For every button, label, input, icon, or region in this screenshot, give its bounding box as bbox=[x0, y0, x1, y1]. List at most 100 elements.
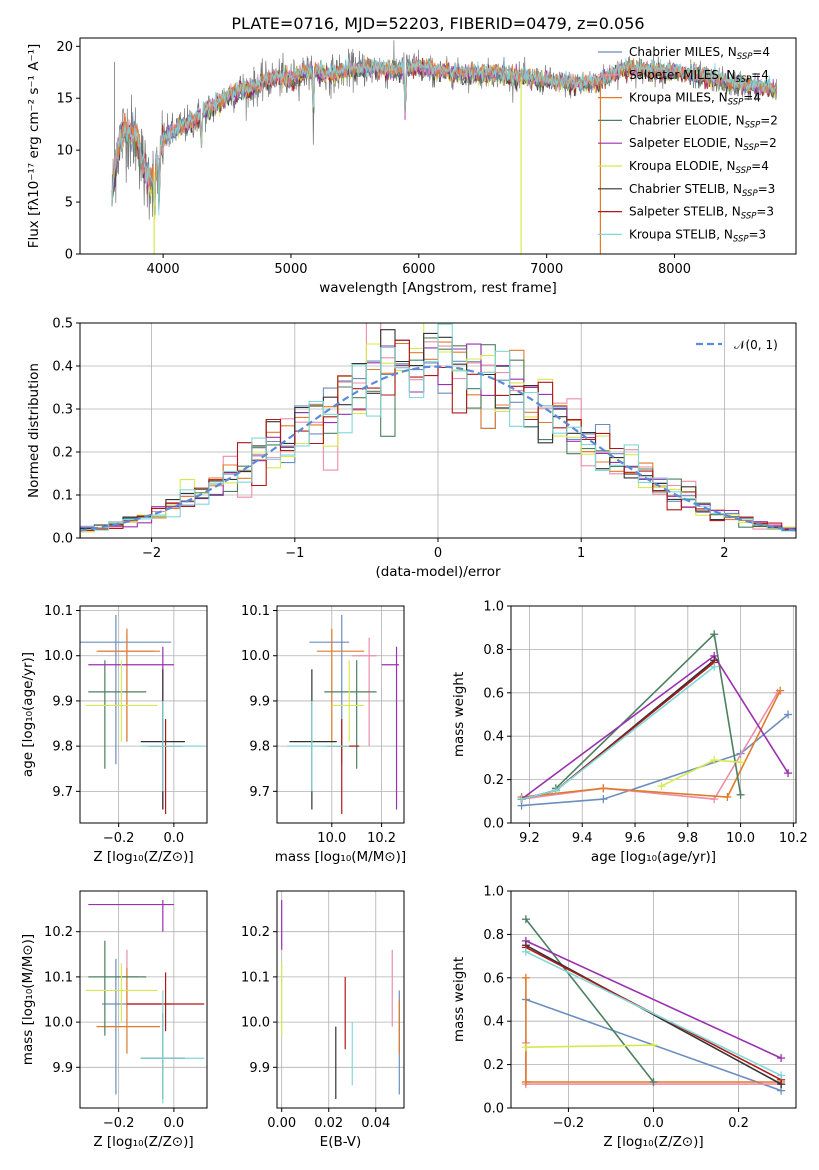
weight-line-kroupa-elodie bbox=[525, 1044, 654, 1048]
x-tick-label: 9.6 bbox=[625, 831, 646, 846]
weight-marker bbox=[599, 795, 608, 804]
y-tick-label: 0.6 bbox=[483, 971, 504, 986]
spectrum-plot-area bbox=[111, 40, 778, 254]
weight_vs_Z-plot-area bbox=[521, 915, 786, 1095]
weight-marker bbox=[649, 1041, 658, 1050]
y-tick-label: 0.2 bbox=[52, 446, 73, 461]
y-tick-label: 0.8 bbox=[483, 928, 504, 943]
y-tick-label: 0.6 bbox=[483, 686, 504, 701]
x-tick-label: −1 bbox=[285, 546, 304, 561]
y-tick-label: 9.9 bbox=[52, 1061, 73, 1076]
age_vs_Z-plot-area bbox=[80, 615, 205, 814]
legend-entry: Kroupa ELODIE, NSSP=4 bbox=[629, 159, 769, 176]
y-axis-label: mass weight bbox=[451, 672, 467, 757]
mass_vs_ebv-axes: 0.00 0.02 0.04 9.9 10.0 10.1 10.2 E(B-V) bbox=[241, 890, 405, 1150]
y-tick-label: 10.1 bbox=[44, 970, 73, 985]
errorbar-point bbox=[126, 972, 205, 1032]
x-tick-label: 7000 bbox=[530, 262, 563, 277]
errorbar-point bbox=[80, 615, 172, 765]
weight-marker bbox=[710, 662, 719, 671]
y-tick-label: 10.0 bbox=[44, 1016, 73, 1031]
y-tick-label: 9.8 bbox=[52, 740, 73, 755]
model-spectrum-kroupa-stelib bbox=[111, 57, 777, 216]
errorbar-point bbox=[88, 900, 174, 932]
weight-marker bbox=[710, 630, 719, 639]
errorbar-point bbox=[140, 700, 205, 792]
weight-marker bbox=[521, 947, 530, 956]
weight-marker bbox=[777, 1054, 786, 1063]
y-tick-label: 10.0 bbox=[241, 649, 270, 664]
y-axis-label: age [log₁₀(age/yr)] bbox=[20, 652, 36, 777]
weight-line-salpeter-miles bbox=[521, 692, 779, 800]
x-axis-label: E(B-V) bbox=[320, 1134, 362, 1150]
x-axis-label: age [log₁₀(age/yr)] bbox=[591, 849, 716, 865]
x-tick-label: 0.04 bbox=[361, 1116, 390, 1131]
errorbar-point bbox=[149, 719, 183, 814]
x-tick-label: 10.0 bbox=[726, 831, 755, 846]
weight-marker bbox=[784, 769, 793, 778]
weight-line-chabrier-elodie bbox=[525, 918, 655, 1083]
spectrum-axes: 4000 5000 6000 7000 8000 0 5 10 15 20 wavelength [… bbox=[26, 37, 797, 296]
legend-entry: Kroupa MILES, NSSP=4 bbox=[629, 91, 761, 108]
weight-marker bbox=[736, 758, 745, 767]
legend-entry: 𝒩(0, 1) bbox=[734, 338, 778, 352]
errorbar-point bbox=[96, 628, 161, 742]
x-tick-label: 4000 bbox=[147, 262, 180, 277]
y-tick-label: 10.0 bbox=[44, 649, 73, 664]
axes-frame bbox=[276, 890, 405, 1109]
y-tick-label: 0.8 bbox=[483, 643, 504, 658]
y-tick-label: 9.7 bbox=[52, 785, 73, 800]
y-tick-label: 0.4 bbox=[483, 1015, 504, 1030]
x-tick-label: 10.2 bbox=[779, 831, 808, 846]
y-tick-label: 9.9 bbox=[249, 1061, 270, 1076]
weight-marker bbox=[521, 973, 530, 982]
x-tick-label: 6000 bbox=[402, 262, 435, 277]
y-tick-label: 20 bbox=[56, 40, 73, 55]
y-tick-label: 0.0 bbox=[483, 817, 504, 832]
weight-marker bbox=[710, 756, 719, 765]
mass_vs_ebv-plot-area bbox=[281, 900, 400, 1099]
gaussian-reference-line bbox=[80, 365, 796, 532]
histogram-kroupa-stelib bbox=[80, 323, 796, 538]
legend-entry: Salpeter STELIB, NSSP=3 bbox=[629, 205, 774, 222]
y-tick-label: 10.1 bbox=[44, 604, 73, 619]
y-tick-label: 1.0 bbox=[483, 885, 504, 900]
y-tick-label: 10 bbox=[56, 144, 73, 159]
y-tick-label: 0 bbox=[65, 248, 73, 263]
errorbar-point bbox=[85, 660, 158, 742]
weight_vs_age-plot-area bbox=[517, 630, 793, 810]
weight-line-chabrier-stelib bbox=[525, 944, 782, 1085]
weight-line-kroupa-miles bbox=[521, 690, 781, 798]
x-axis-label: Z [log₁₀(Z/Z⊙)] bbox=[93, 849, 193, 865]
y-axis-label: mass weight bbox=[451, 957, 467, 1042]
axes-frame bbox=[79, 605, 208, 824]
y-axis-label: Normed distribution bbox=[26, 363, 42, 498]
x-axis-label: wavelength [Angstrom, rest frame] bbox=[319, 280, 557, 296]
weight-line-kroupa-elodie bbox=[661, 759, 741, 787]
age_vs_mass-plot-area bbox=[286, 615, 400, 814]
legend-entry: Salpeter MILES, NSSP=4 bbox=[629, 68, 769, 85]
weight-marker bbox=[599, 784, 608, 793]
residuals-legend: 𝒩(0, 1) bbox=[696, 338, 778, 352]
x-tick-label: 0.2 bbox=[728, 1116, 749, 1131]
legend-entry: Chabrier STELIB, NSSP=3 bbox=[629, 182, 775, 199]
errorbar-point bbox=[88, 660, 147, 769]
legend-entry: Kroupa STELIB, NSSP=3 bbox=[629, 227, 766, 244]
weight-line-salpeter-elodie bbox=[525, 940, 782, 1059]
x-tick-label: 9.2 bbox=[519, 831, 540, 846]
weight_vs_age-axes: 9.2 9.4 9.6 9.8 10.0 10.2 0.0 0.2 0.4 0.6 0.8 1.0 ag… bbox=[451, 600, 808, 866]
x-axis-label: Z [log₁₀(Z/Z⊙)] bbox=[93, 1134, 193, 1150]
axes-frame bbox=[510, 605, 797, 824]
x-axis-label: Z [log₁₀(Z/Z⊙)] bbox=[603, 1134, 703, 1150]
age_vs_Z-axes: −0.2 0.0 9.7 9.8 9.9 10.0 10.1 Z [log₁₀(Z/Z⊙)] a… bbox=[20, 604, 208, 865]
residuals-plot-area bbox=[80, 323, 796, 538]
errorbar-point bbox=[286, 700, 350, 792]
errorbar-point bbox=[140, 990, 205, 1104]
y-tick-label: 10.2 bbox=[44, 925, 73, 940]
y-tick-label: 0.3 bbox=[52, 403, 73, 418]
x-tick-label: 10.2 bbox=[367, 831, 396, 846]
weight-marker bbox=[551, 786, 560, 795]
legend-entry: Salpeter ELODIE, NSSP=2 bbox=[629, 136, 777, 153]
y-tick-label: 0.4 bbox=[52, 360, 73, 375]
